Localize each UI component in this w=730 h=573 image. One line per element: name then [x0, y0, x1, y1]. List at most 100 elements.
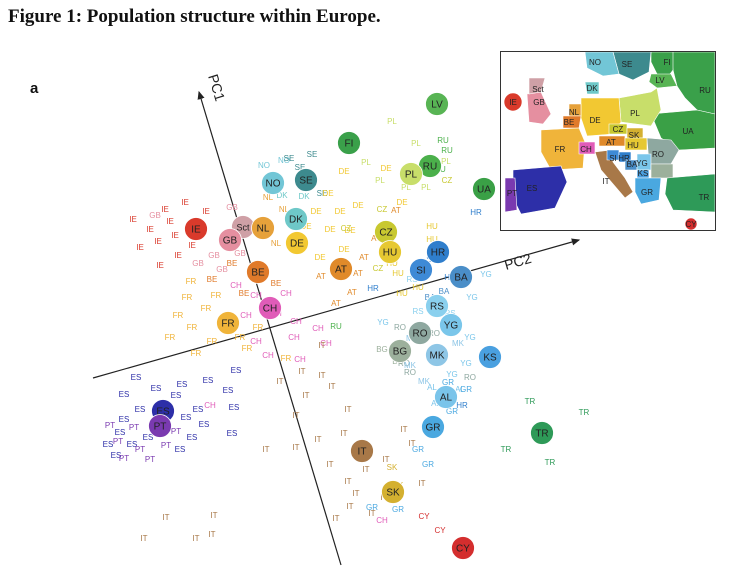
sample-point-de: DE	[380, 164, 391, 173]
sample-point-es: ES	[177, 380, 188, 389]
sample-point-es: ES	[193, 405, 204, 414]
sample-point-yg: YG	[464, 333, 476, 342]
median-marker-cy	[451, 536, 475, 560]
inset-label-sct: Sct	[532, 85, 544, 94]
median-dk: DK	[284, 207, 308, 231]
median-marker-se	[294, 168, 318, 192]
sample-point-fr: FR	[235, 333, 246, 342]
sample-point-es: ES	[203, 376, 214, 385]
sample-point-it: IT	[318, 371, 325, 380]
sample-point-pt: PT	[129, 423, 139, 432]
median-label-it: IT	[358, 447, 367, 458]
median-it: IT	[350, 439, 374, 463]
median-mk: MK	[425, 343, 449, 367]
sample-point-se: SE	[295, 163, 306, 172]
sample-point-it: IT	[162, 513, 169, 522]
median-label-ch: CH	[263, 304, 277, 315]
median-label-si: SI	[416, 266, 425, 277]
median-label-se: SE	[299, 176, 313, 187]
inset-label-pt: PT	[507, 189, 517, 198]
sample-point-bg: BG	[376, 345, 388, 354]
sample-point-at: AT	[316, 272, 326, 281]
median-ie: IE	[184, 217, 208, 241]
sample-point-hr: HR	[470, 208, 482, 217]
sample-point-it: IT	[314, 435, 321, 444]
inset-label-se: SE	[622, 60, 633, 69]
sample-point-es: ES	[143, 433, 154, 442]
median-label-fi: FI	[345, 139, 354, 150]
median-label-bg: BG	[393, 347, 408, 358]
inset-label-cy: CY	[685, 220, 697, 229]
sample-point-it: IT	[318, 341, 325, 350]
inset-label-ro: RO	[652, 150, 664, 159]
inset-label-ch: CH	[580, 145, 592, 154]
sample-point-it: IT	[418, 479, 425, 488]
median-yg: YG	[439, 313, 463, 337]
sample-point-es: ES	[171, 391, 182, 400]
inset-label-si: SI	[609, 154, 617, 163]
sample-point-ie: IE	[156, 261, 164, 270]
inset-label-pl: PL	[630, 109, 640, 118]
map-region-turkey	[664, 173, 715, 213]
sample-point-ba: BA	[439, 287, 450, 296]
median-cz: CZ	[374, 220, 398, 244]
median-bg: BG	[388, 339, 412, 363]
inset-label-hu: HU	[627, 141, 639, 150]
inset-label-gr: GR	[641, 188, 653, 197]
sample-point-gb: GB	[192, 259, 204, 268]
sample-point-rs: RS	[406, 275, 417, 284]
sample-point-mk: MK	[418, 377, 431, 386]
median-rs: RS	[425, 294, 449, 318]
sample-point-at: AT	[391, 206, 401, 215]
median-label-al: AL	[440, 393, 453, 404]
sample-point-pt: PT	[119, 454, 129, 463]
sample-point-es: ES	[119, 415, 130, 424]
sample-point-fr: FR	[253, 323, 264, 332]
inset-label-de: DE	[589, 116, 600, 125]
sample-point-it: IT	[302, 391, 309, 400]
sample-point-yg: YG	[377, 318, 389, 327]
sample-point-es: ES	[187, 433, 198, 442]
sample-point-it: IT	[140, 534, 147, 543]
median-marker-ro	[408, 321, 432, 345]
sample-point-yg: YG	[466, 293, 478, 302]
inset-label-at: AT	[606, 138, 616, 147]
sample-point-gb: GB	[149, 211, 161, 220]
sample-point-fr: FR	[201, 304, 212, 313]
sample-point-it: IT	[340, 429, 347, 438]
median-marker-tr	[530, 421, 554, 445]
median-marker-al	[434, 385, 458, 409]
sample-point-se: SE	[284, 154, 295, 163]
sample-point-pt: PT	[135, 445, 145, 454]
sample-point-es: ES	[151, 384, 162, 393]
sample-point-cz: CZ	[442, 176, 453, 185]
sample-point-gr: GR	[442, 378, 454, 387]
sample-point-pt: PT	[113, 437, 123, 446]
map-region-switzerland	[578, 141, 596, 155]
sample-point-ro: RO	[398, 359, 410, 368]
sample-point-be: BE	[271, 279, 282, 288]
median-marker-pl	[399, 162, 423, 186]
sample-point-pl: PL	[361, 158, 371, 167]
inset-europe-map: NO SE FI RU LV DK Sct IE GB NL BE DE PL UA CZ SK AT HU FR C…	[500, 51, 716, 231]
median-marker-no	[261, 171, 285, 195]
sample-point-cz: CZ	[341, 224, 352, 233]
sample-point-fr: FR	[207, 337, 218, 346]
pc1-axis	[197, 90, 342, 566]
sample-point-it: IT	[292, 411, 299, 420]
sample-point-pl: PL	[421, 183, 431, 192]
sample-point-it: IT	[298, 367, 305, 376]
median-label-nl: NL	[257, 224, 270, 235]
sample-point-pt: PT	[145, 455, 155, 464]
median-marker-bg	[388, 339, 412, 363]
sample-point-ch: CH	[250, 337, 262, 346]
sample-point-ch: CH	[294, 355, 306, 364]
median-marker-yg	[439, 313, 463, 337]
sample-point-gr: GR	[366, 503, 378, 512]
inset-label-ba: BA	[627, 160, 638, 169]
median-marker-mk	[425, 343, 449, 367]
map-region-cyprus	[684, 217, 698, 230]
sample-point-fr: FR	[211, 291, 222, 300]
median-al: AL	[434, 385, 458, 409]
sample-point-es: ES	[231, 366, 242, 375]
